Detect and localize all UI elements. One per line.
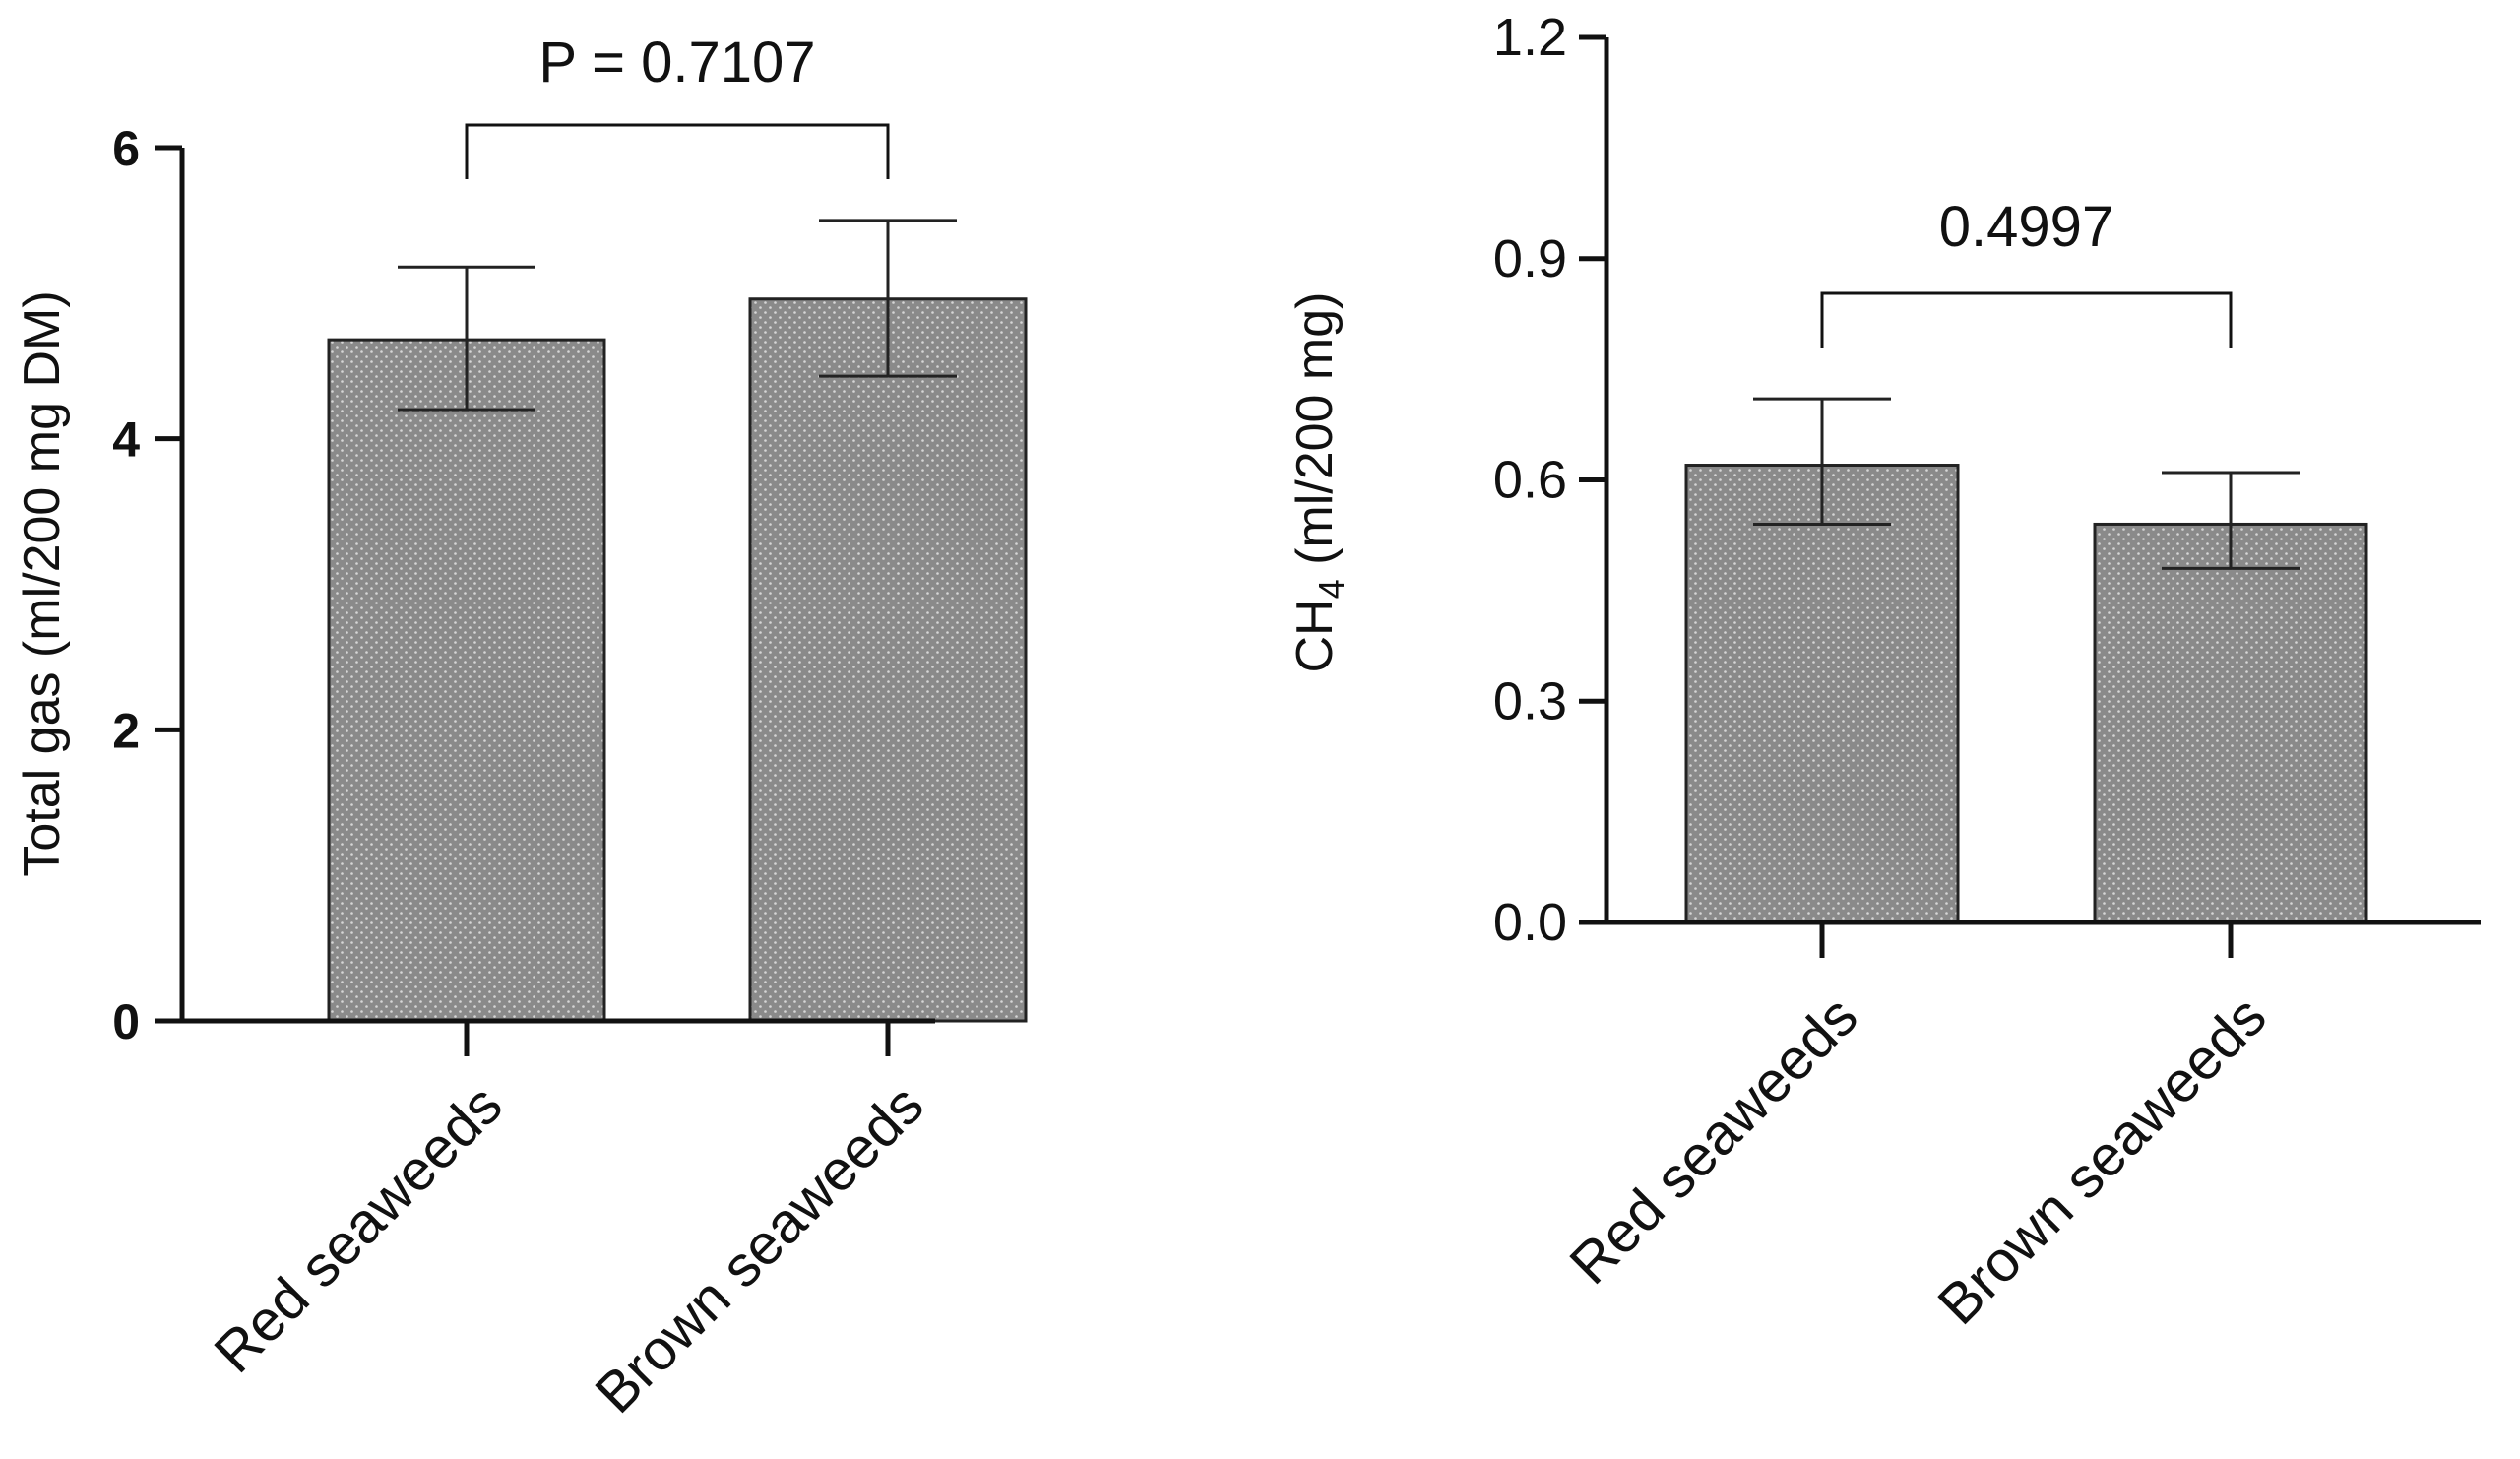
error-bars-group	[398, 219, 957, 412]
total-gas-chart: 0 2 4 6 Red seaweeds Brown seaweeds Total ga…	[14, 31, 1028, 1426]
y-tick-label: 1.2	[1493, 8, 1567, 67]
y-ticks-group: 0 2 4 6	[112, 121, 182, 1049]
y-axis-label: CH4 (ml/200 mg)	[1287, 292, 1352, 673]
x-ticks-group: Red seaweeds Brown seaweeds	[1557, 922, 2279, 1337]
x-category-label: Brown seaweeds	[583, 1073, 935, 1426]
bars-group	[327, 297, 1028, 1023]
y-axis-label-rest: (ml/200 mg)	[1287, 292, 1344, 580]
y-axis-label-subscript: 4	[1311, 579, 1352, 599]
comparison-label: P = 0.7107	[538, 31, 815, 95]
y-axis-label-main: CH	[1287, 599, 1344, 672]
y-tick-label: 0.9	[1493, 229, 1567, 288]
bar-brown-seaweeds	[2093, 522, 2368, 924]
y-ticks-group: 0.0 0.3 0.6 0.9 1.2	[1493, 8, 1606, 952]
comparison-label: 0.4997	[1939, 195, 2113, 259]
bars-group	[1684, 464, 2368, 924]
y-tick-label: 0	[112, 994, 140, 1049]
y-tick-label: 0.0	[1493, 893, 1567, 952]
y-axis-label: Total gas (ml/200 mg DM)	[14, 290, 71, 876]
bar-red-seaweeds	[327, 338, 606, 1023]
y-tick-label: 2	[112, 703, 140, 758]
y-tick-label: 0.6	[1493, 451, 1567, 510]
x-category-label: Brown seaweeds	[1925, 984, 2278, 1337]
bar-brown-seaweeds	[748, 297, 1028, 1023]
y-tick-label: 6	[112, 121, 140, 176]
error-bars-group	[1753, 397, 2300, 570]
y-tick-label: 4	[112, 412, 140, 468]
x-ticks-group: Red seaweeds Brown seaweeds	[202, 1021, 936, 1426]
comparison-bracket	[465, 123, 890, 179]
y-tick-label: 0.3	[1493, 671, 1567, 730]
x-category-label: Red seaweeds	[1557, 984, 1869, 1297]
ch4-chart: 0.0 0.3 0.6 0.9 1.2 Red seaweeds Brown seawee…	[1287, 8, 2481, 1337]
bar-red-seaweeds	[1684, 464, 1960, 924]
x-category-label: Red seaweeds	[202, 1073, 514, 1385]
comparison-bracket	[1820, 291, 2233, 348]
